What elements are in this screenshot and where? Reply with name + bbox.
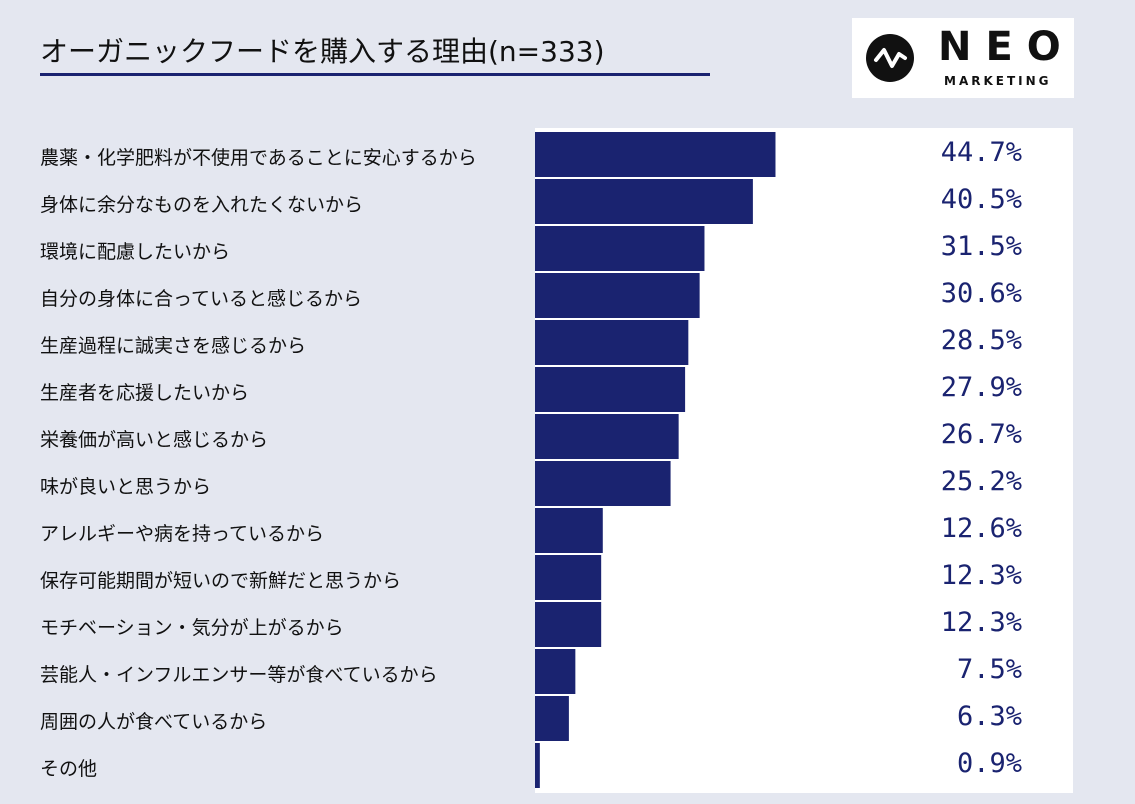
bar <box>535 461 671 506</box>
category-label: アレルギーや病を持っているから <box>40 523 325 545</box>
category-label: 生産過程に誠実さを感じるから <box>40 335 307 357</box>
category-label: 環境に配慮したいから <box>40 241 231 263</box>
category-label: 保存可能期間が短いので新鮮だと思うから <box>40 570 402 592</box>
bar <box>535 367 686 412</box>
category-label: 周囲の人が食べているから <box>40 711 268 733</box>
chart-panel <box>535 128 1073 793</box>
logo-subtext: MARKETING <box>944 74 1052 88</box>
value-label: 0.9% <box>956 748 1022 779</box>
value-label: 7.5% <box>956 654 1022 685</box>
bar <box>535 555 602 600</box>
category-label: 自分の身体に合っていると感じるから <box>40 288 363 310</box>
value-label: 12.3% <box>940 607 1022 638</box>
category-label: モチベーション・気分が上がるから <box>40 617 344 639</box>
value-label: 30.6% <box>940 278 1022 309</box>
bar <box>535 179 753 224</box>
category-label: 芸能人・インフルエンサー等が食べているから <box>40 664 438 686</box>
bar <box>535 414 679 459</box>
bar <box>535 132 776 177</box>
value-label: 31.5% <box>940 231 1022 262</box>
value-label: 6.3% <box>956 701 1022 732</box>
logo-word: NEO <box>938 24 1075 70</box>
value-label: 26.7% <box>940 419 1022 450</box>
value-label: 25.2% <box>940 466 1022 497</box>
bar <box>535 743 540 788</box>
category-label: 栄養価が高いと感じるから <box>40 429 269 451</box>
value-label: 12.3% <box>940 560 1022 591</box>
category-label: その他 <box>40 758 98 780</box>
value-label: 28.5% <box>940 325 1022 356</box>
category-label: 農薬・化学肥料が不使用であることに安心するから <box>40 147 477 169</box>
value-label: 40.5% <box>940 184 1022 215</box>
bar <box>535 273 700 318</box>
category-label: 身体に余分なものを入れたくないから <box>40 194 364 216</box>
bar <box>535 602 602 647</box>
bar <box>535 649 576 694</box>
neo-marketing-logo: NEO MARKETING <box>852 18 1074 98</box>
bar-chart <box>535 132 776 788</box>
category-label: 生産者を応援したいから <box>40 382 250 404</box>
title-underline <box>40 73 710 76</box>
category-label: 味が良いと思うから <box>40 476 212 498</box>
value-label: 12.6% <box>940 513 1022 544</box>
bar <box>535 696 569 741</box>
value-label: 27.9% <box>940 372 1022 403</box>
bar <box>535 226 705 271</box>
chart-title: オーガニックフードを購入する理由(n=333) <box>40 35 605 68</box>
pulse-line-icon <box>866 34 914 82</box>
bar <box>535 320 689 365</box>
bar <box>535 508 603 553</box>
value-label: 44.7% <box>940 137 1022 168</box>
